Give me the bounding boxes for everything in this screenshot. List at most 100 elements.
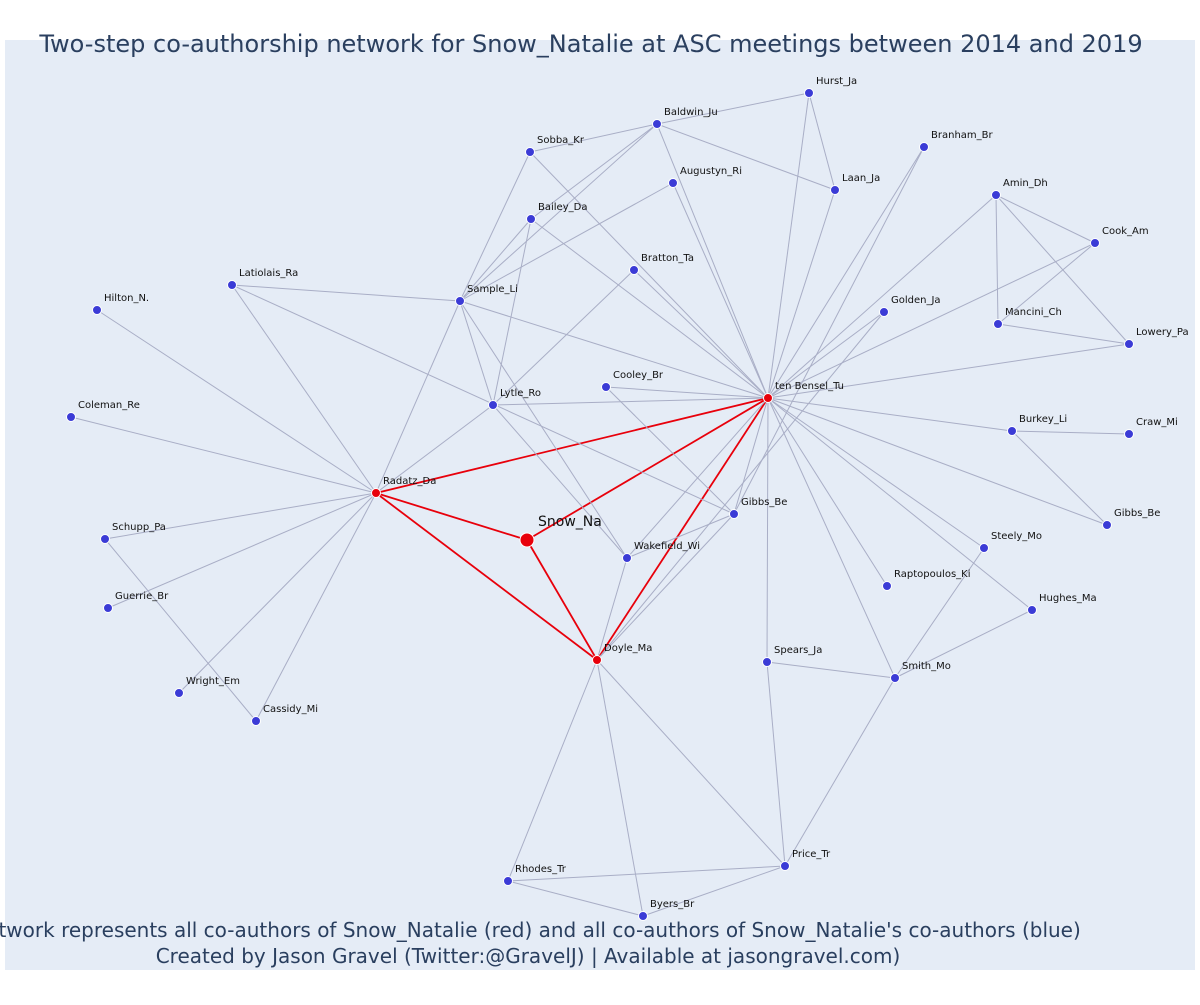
node-label-snow: Snow_Na xyxy=(538,514,602,530)
node-label-lytle: Lytle_Ro xyxy=(500,388,541,399)
edge-sample-lytle xyxy=(459,300,494,406)
node-label-tenbensel: ten Bensel_Tu xyxy=(775,381,844,392)
edge-bratton-tenbensel xyxy=(633,269,769,399)
node-label-steely: Steely_Mo xyxy=(991,531,1042,542)
node-steely[interactable] xyxy=(979,543,989,553)
node-snow[interactable] xyxy=(519,532,535,548)
edge-amin-cook xyxy=(995,194,1096,244)
footer-line-2: Created by Jason Gravel (Twitter:@Gravel… xyxy=(156,944,901,968)
node-craw[interactable] xyxy=(1124,429,1134,439)
edge-coleman-radatz xyxy=(70,416,377,494)
edge-burkey-gibbs2 xyxy=(1011,430,1108,526)
label-layer: Snow_Na Radatz_Da Doyle_Ma ten Bensel_Tu Hur… xyxy=(78,76,1189,910)
edge-schupp-radatz xyxy=(104,492,377,540)
node-price[interactable] xyxy=(780,861,790,871)
edge-spears-price xyxy=(766,661,786,867)
node-radatz[interactable] xyxy=(371,488,381,498)
edge-baldwin-tenbensel xyxy=(656,123,769,399)
node-label-cook: Cook_Am xyxy=(1102,226,1149,237)
edge-hughes-tenbensel xyxy=(767,397,1033,611)
node-burkey[interactable] xyxy=(1007,426,1017,436)
edge-sample-radatz xyxy=(375,300,461,494)
node-latiolais[interactable] xyxy=(227,280,237,290)
node-wakefield[interactable] xyxy=(622,553,632,563)
node-label-rhodes: Rhodes_Tr xyxy=(515,864,567,875)
node-label-wright: Wright_Em xyxy=(186,676,240,687)
edge-wright-radatz xyxy=(178,492,377,694)
edge-augustyn-tenbensel xyxy=(672,182,769,399)
node-cook[interactable] xyxy=(1090,238,1100,248)
node-branham[interactable] xyxy=(919,142,929,152)
node-lytle[interactable] xyxy=(488,400,498,410)
edge-rhodes-doyle xyxy=(507,659,598,882)
edge-laan-tenbensel xyxy=(767,189,836,399)
node-augustyn[interactable] xyxy=(668,178,678,188)
edge-steely-smith xyxy=(894,547,985,679)
node-bailey[interactable] xyxy=(526,214,536,224)
node-bratton[interactable] xyxy=(629,265,639,275)
edge-guerrie-radatz xyxy=(107,492,377,609)
node-hurst[interactable] xyxy=(804,88,814,98)
edge-sample-tenbensel xyxy=(459,300,769,399)
edge-cassidy-radatz xyxy=(255,492,377,722)
node-cassidy[interactable] xyxy=(251,716,261,726)
edge-wakefield-tenbensel xyxy=(626,397,769,559)
node-schupp[interactable] xyxy=(100,534,110,544)
node-baldwin[interactable] xyxy=(652,119,662,129)
node-wright[interactable] xyxy=(174,688,184,698)
node-laan[interactable] xyxy=(830,185,840,195)
node-label-burkey: Burkey_Li xyxy=(1019,414,1067,425)
node-label-guerrie: Guerrie_Br xyxy=(115,591,169,602)
node-sobba[interactable] xyxy=(525,147,535,157)
edge-hurst-laan xyxy=(808,92,836,191)
node-spears[interactable] xyxy=(762,657,772,667)
node-golden[interactable] xyxy=(879,307,889,317)
node-cooley[interactable] xyxy=(601,382,611,392)
edge-branham-gibbs1 xyxy=(733,146,925,515)
node-hilton[interactable] xyxy=(92,305,102,315)
node-label-craw: Craw_Mi xyxy=(1136,417,1178,428)
edge-cook-mancini xyxy=(997,242,1096,325)
node-gibbs2[interactable] xyxy=(1102,520,1112,530)
node-label-cassidy: Cassidy_Mi xyxy=(263,704,318,715)
node-doyle[interactable] xyxy=(592,655,602,665)
edge-hughes-smith xyxy=(894,609,1033,679)
footer-line-1: Network represents all co-authors of Sno… xyxy=(0,918,1081,942)
edge-bailey-sample xyxy=(459,218,532,302)
edge-spears-smith xyxy=(766,661,896,679)
node-label-price: Price_Tr xyxy=(792,849,831,860)
node-lowery[interactable] xyxy=(1124,339,1134,349)
node-label-mancini: Mancini_Ch xyxy=(1005,307,1062,318)
edge-branham-tenbensel xyxy=(767,146,925,399)
edge-cooley-gibbs1 xyxy=(605,386,735,515)
node-gibbs1[interactable] xyxy=(729,509,739,519)
edge-bailey-tenbensel xyxy=(530,218,769,399)
node-tenbensel[interactable] xyxy=(763,393,773,403)
node-label-bailey: Bailey_Da xyxy=(538,202,587,213)
edge-price-rhodes xyxy=(507,865,786,882)
node-rhodes[interactable] xyxy=(503,876,513,886)
edge-lytle-tenbensel xyxy=(492,397,769,406)
node-label-doyle: Doyle_Ma xyxy=(604,643,652,654)
node-label-lowery: Lowery_Pa xyxy=(1136,327,1189,338)
node-hughes[interactable] xyxy=(1027,605,1037,615)
node-mancini[interactable] xyxy=(993,319,1003,329)
node-byers[interactable] xyxy=(638,911,648,921)
node-guerrie[interactable] xyxy=(103,603,113,613)
edge-latiolais-gibbs1 xyxy=(231,284,735,515)
edge-wakefield-gibbs1 xyxy=(626,513,735,559)
node-coleman[interactable] xyxy=(66,412,76,422)
node-amin[interactable] xyxy=(991,190,1001,200)
edge-baldwin-sobba xyxy=(529,123,658,153)
edge-layer xyxy=(70,92,1130,917)
node-sample[interactable] xyxy=(455,296,465,306)
edge-rhodes-byers xyxy=(507,880,644,917)
node-label-hilton: Hilton_N. xyxy=(104,293,149,304)
node-label-cooley: Cooley_Br xyxy=(613,370,664,381)
node-smith[interactable] xyxy=(890,673,900,683)
node-raptopoulos[interactable] xyxy=(882,581,892,591)
edge-cook-tenbensel xyxy=(767,242,1096,399)
edge-latiolais-sample xyxy=(231,284,461,302)
